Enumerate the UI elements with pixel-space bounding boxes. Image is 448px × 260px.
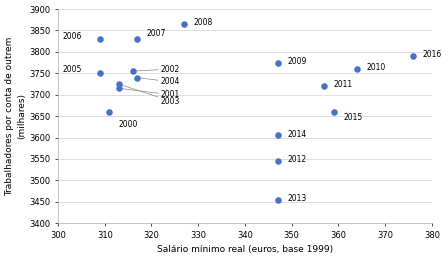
- Text: 2011: 2011: [334, 80, 353, 89]
- Text: 2006: 2006: [62, 31, 82, 41]
- Point: [134, 37, 141, 41]
- Text: 2002: 2002: [136, 64, 180, 74]
- Point: [96, 37, 103, 41]
- Point: [129, 69, 136, 73]
- Point: [409, 54, 417, 58]
- Text: 2013: 2013: [287, 194, 306, 203]
- Text: 2016: 2016: [422, 50, 442, 59]
- Text: 2000: 2000: [119, 120, 138, 129]
- Y-axis label: Trabalhadores por conta de outrem
(milhares): Trabalhadores por conta de outrem (milha…: [5, 36, 26, 196]
- Point: [106, 110, 113, 114]
- Point: [274, 133, 281, 138]
- Text: 2004: 2004: [140, 77, 180, 86]
- Point: [274, 198, 281, 202]
- Text: 2009: 2009: [287, 57, 306, 66]
- Point: [181, 22, 188, 26]
- Point: [274, 159, 281, 163]
- Point: [115, 82, 122, 86]
- Text: 2015: 2015: [343, 113, 362, 121]
- Point: [330, 110, 337, 114]
- Point: [274, 61, 281, 65]
- Point: [96, 71, 103, 75]
- Text: 2003: 2003: [121, 85, 180, 106]
- X-axis label: Salário mínimo real (euros, base 1999): Salário mínimo real (euros, base 1999): [157, 245, 333, 255]
- Point: [321, 84, 328, 88]
- Text: 2005: 2005: [62, 64, 82, 74]
- Point: [353, 67, 361, 71]
- Text: 2008: 2008: [194, 18, 213, 27]
- Text: 2014: 2014: [287, 130, 306, 139]
- Text: 2010: 2010: [366, 63, 386, 72]
- Text: 2012: 2012: [287, 155, 306, 164]
- Point: [134, 75, 141, 80]
- Point: [115, 86, 122, 90]
- Text: 2001: 2001: [121, 89, 180, 99]
- Text: 2007: 2007: [147, 29, 166, 38]
